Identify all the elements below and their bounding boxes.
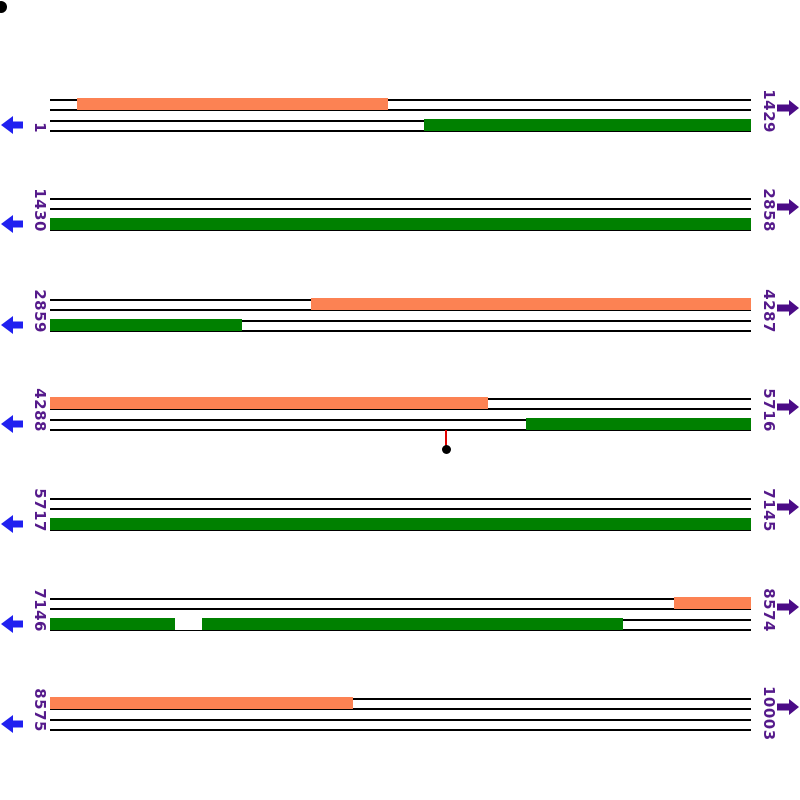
strand-line [50, 120, 751, 122]
start-coordinate-label: 1 [31, 122, 49, 133]
strand-line [50, 629, 751, 631]
start-coordinate-label: 2859 [31, 289, 49, 333]
forward-feature[interactable] [50, 397, 488, 409]
strand-line [50, 229, 751, 231]
right-arrow-icon[interactable] [777, 300, 799, 316]
end-coordinate-label: 1429 [760, 89, 778, 133]
end-coordinate-label: 8574 [760, 588, 778, 632]
right-arrow-icon [777, 599, 799, 615]
right-arrow-icon [777, 199, 799, 215]
corner-dot [0, 1, 7, 13]
strand-line [50, 429, 751, 431]
strand-line [50, 529, 751, 531]
start-coordinate-label: 7146 [31, 588, 49, 632]
reverse-feature[interactable] [50, 218, 751, 230]
right-arrow-icon[interactable] [777, 199, 799, 215]
strand-line [50, 698, 751, 700]
left-arrow-icon [1, 515, 23, 533]
strand-line [50, 408, 751, 410]
left-arrow-icon [1, 415, 23, 433]
forward-feature[interactable] [674, 597, 751, 609]
end-coordinate-label: 5716 [760, 388, 778, 432]
strand-line [50, 208, 751, 210]
start-coordinate-label: 8575 [31, 688, 49, 732]
strand-line [50, 508, 751, 510]
track: 2859 4287 [0, 289, 800, 362]
left-arrow-icon [1, 116, 23, 134]
reverse-feature[interactable] [526, 418, 751, 430]
feature-gap [175, 618, 202, 630]
track: 7146 8574 [0, 588, 800, 661]
left-arrow-icon[interactable] [1, 115, 23, 135]
track: 1430 2858 [0, 188, 800, 261]
reverse-feature[interactable] [50, 618, 623, 630]
right-arrow-icon [777, 399, 799, 415]
forward-feature[interactable] [50, 697, 353, 709]
left-arrow-icon [1, 715, 23, 733]
left-arrow-icon[interactable] [1, 614, 23, 634]
right-arrow-icon[interactable] [777, 399, 799, 415]
strand-line [50, 320, 751, 322]
right-arrow-icon[interactable] [777, 499, 799, 515]
left-arrow-icon[interactable] [1, 514, 23, 534]
strand-line [50, 330, 751, 332]
strand-line [50, 498, 751, 500]
strand-line [50, 729, 751, 731]
right-arrow-icon [777, 699, 799, 715]
end-coordinate-label: 7145 [760, 488, 778, 532]
right-arrow-icon[interactable] [777, 699, 799, 715]
right-arrow-icon[interactable] [777, 100, 799, 116]
strand-line [50, 309, 751, 311]
left-arrow-icon [1, 215, 23, 233]
strand-line [50, 130, 751, 132]
end-coordinate-label: 2858 [760, 188, 778, 232]
end-coordinate-label: 4287 [760, 289, 778, 333]
left-arrow-icon[interactable] [1, 714, 23, 734]
end-coordinate-label: 10003 [760, 686, 778, 741]
reverse-feature[interactable] [50, 319, 242, 331]
strand-line [50, 198, 751, 200]
marker-dot-icon[interactable] [441, 444, 451, 454]
left-arrow-icon [1, 316, 23, 334]
strand-line [50, 608, 751, 610]
track: 8575 10003 [0, 686, 800, 761]
start-coordinate-label: 4288 [31, 388, 49, 432]
track: 1 1429 [0, 89, 800, 162]
right-arrow-icon[interactable] [777, 599, 799, 615]
track: 4288 5716 [0, 388, 800, 461]
right-arrow-icon [777, 100, 799, 116]
left-arrow-icon[interactable] [1, 414, 23, 434]
forward-feature[interactable] [311, 298, 751, 310]
track: 5717 7145 [0, 488, 800, 561]
forward-feature[interactable] [77, 98, 388, 110]
reverse-feature[interactable] [424, 119, 751, 131]
strand-line [50, 99, 751, 101]
strand-line [50, 719, 751, 721]
marker-stem [445, 430, 447, 449]
strand-line [50, 419, 751, 421]
right-arrow-icon [777, 499, 799, 515]
reverse-feature[interactable] [50, 518, 751, 530]
left-arrow-icon[interactable] [1, 214, 23, 234]
start-coordinate-label: 5717 [31, 488, 49, 532]
strand-line [50, 708, 751, 710]
right-arrow-icon [777, 300, 799, 316]
start-coordinate-label: 1430 [31, 188, 49, 232]
left-arrow-icon[interactable] [1, 315, 23, 335]
strand-line [50, 598, 751, 600]
left-arrow-icon [1, 615, 23, 633]
strand-line [50, 109, 751, 111]
